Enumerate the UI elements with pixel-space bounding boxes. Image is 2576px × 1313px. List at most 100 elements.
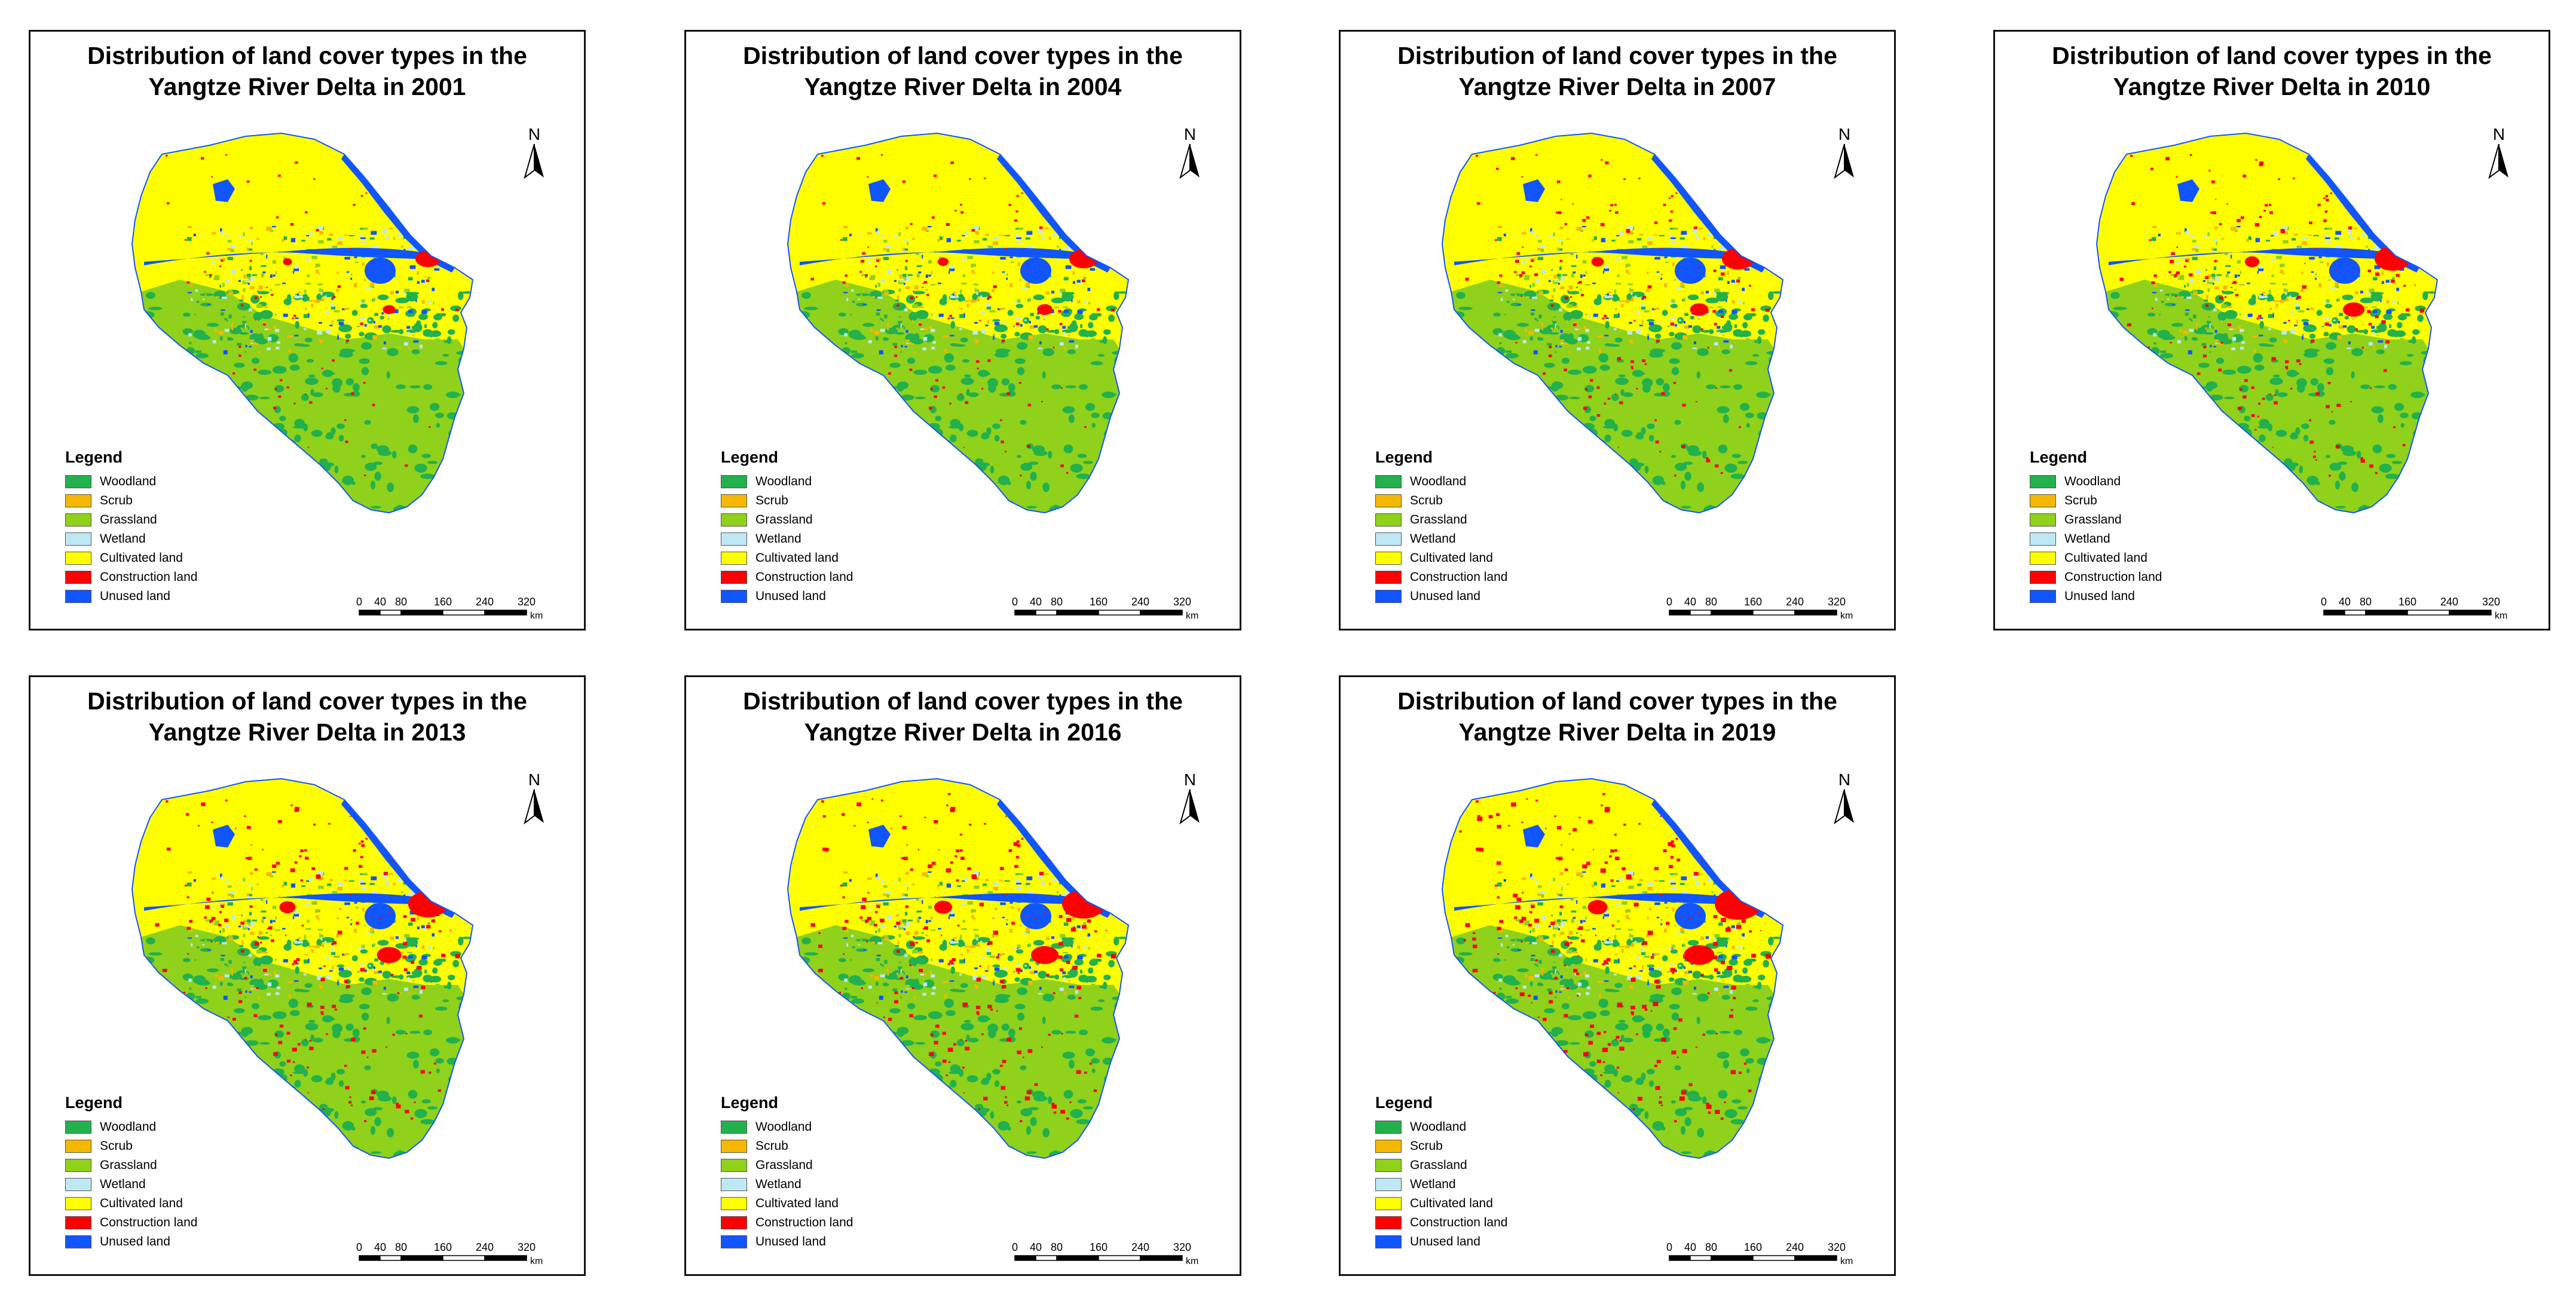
map-title: Distribution of land cover types in the Y… xyxy=(686,40,1240,102)
scale-segment xyxy=(1035,610,1057,616)
scale-tick-label: 0 xyxy=(1012,1241,1018,1253)
scale-tick-label: 80 xyxy=(1051,596,1063,608)
coastline xyxy=(131,132,474,514)
scale-bar: 0 40 80 160 240 320 km xyxy=(2321,596,2507,621)
map-panel-2001: Distribution of land cover types in the Y… xyxy=(29,30,586,631)
scale-bar: 0 40 80 160 240 320 km xyxy=(356,596,543,621)
scale-tick-label: 160 xyxy=(1090,1241,1108,1253)
legend-label: Scrub xyxy=(100,494,133,507)
legend-swatch xyxy=(721,590,747,603)
legend-item: Unused land xyxy=(721,1232,853,1251)
legend-label: Grassland xyxy=(100,1158,157,1172)
scale-unit: km xyxy=(1840,1256,1853,1265)
land-cover-map xyxy=(1441,778,1784,1159)
scale-tick-label: 0 xyxy=(1666,596,1672,608)
legend-item: Woodland xyxy=(65,472,197,491)
scale-bar: 0 40 80 160 240 320 km xyxy=(1666,1241,1853,1266)
scale-segment xyxy=(2365,610,2408,616)
scale-segment xyxy=(1035,1255,1057,1261)
scale-unit: km xyxy=(2495,611,2507,620)
land-cover-map xyxy=(1441,132,1784,514)
legend-label: Scrub xyxy=(1410,1139,1443,1153)
scale-tick-label: 160 xyxy=(434,1241,452,1253)
legend-label: Wetland xyxy=(1410,1177,1456,1191)
scale-tick-label: 160 xyxy=(1744,1241,1762,1253)
legend-item: Unused land xyxy=(65,1232,197,1251)
scale-segment xyxy=(380,1255,402,1261)
scale-tick-label: 0 xyxy=(1012,596,1018,608)
legend-item: Grassland xyxy=(1375,510,1507,530)
legend-label: Scrub xyxy=(1410,494,1443,507)
legend-label: Woodland xyxy=(1410,475,1467,488)
scale-unit: km xyxy=(1186,611,1198,620)
legend-swatch xyxy=(65,1121,91,1134)
scale-segment xyxy=(1690,1255,1712,1261)
coastline xyxy=(787,132,1130,514)
scale-tick-label: 80 xyxy=(1051,1241,1063,1253)
legend-label: Woodland xyxy=(1410,1120,1467,1134)
legend-item: Grassland xyxy=(721,1156,853,1175)
map-title-line2: Yangtze River Delta in 2019 xyxy=(1458,718,1776,746)
north-arrow-icon xyxy=(1834,143,1854,179)
map-panel-2007: Distribution of land cover types in the Y… xyxy=(1339,30,1896,631)
legend-item: Unused land xyxy=(1375,1232,1507,1251)
legend-label: Cultivated land xyxy=(755,551,839,565)
legend-item: Scrub xyxy=(65,491,197,510)
scale-tick-label: 40 xyxy=(2339,596,2351,608)
legend-label: Unused land xyxy=(100,589,170,603)
map-title-line2: Yangtze River Delta in 2010 xyxy=(2113,73,2431,100)
scale-segment xyxy=(1752,610,1795,616)
legend-swatch xyxy=(65,1159,91,1172)
scale-bar: 0 40 80 160 240 320 km xyxy=(1666,596,1853,621)
legend-swatch xyxy=(721,571,747,584)
legend-label: Unused land xyxy=(1410,1235,1480,1248)
scale-bar: 0 40 80 160 240 320 km xyxy=(1012,596,1198,621)
legend-swatch xyxy=(1375,1197,1402,1210)
map-title: Distribution of land cover types in the Y… xyxy=(30,685,584,748)
land-cover-map xyxy=(787,132,1130,514)
land-cover-map xyxy=(2095,132,2439,514)
scale-segment xyxy=(1711,1255,1754,1261)
scale-unit: km xyxy=(1186,1256,1198,1265)
legend-label: Construction land xyxy=(100,570,198,584)
scale-tick-label: 240 xyxy=(1786,1241,1804,1253)
legend-swatch xyxy=(65,552,91,565)
scale-tick-label: 320 xyxy=(1173,1241,1191,1253)
legend-label: Woodland xyxy=(2064,475,2121,488)
map-title: Distribution of land cover types in the Y… xyxy=(1341,685,1894,748)
legend-swatch xyxy=(65,1216,91,1229)
legend-label: Unused land xyxy=(2064,589,2135,603)
legend: Legend Woodland Scrub Grassland Wetland Culti… xyxy=(721,1092,853,1251)
scale-segment xyxy=(484,1255,527,1261)
scale-segment xyxy=(1794,1255,1837,1261)
legend-item: Scrub xyxy=(721,1137,853,1156)
north-label: N xyxy=(2492,125,2505,143)
mixed-land-patches xyxy=(2151,226,2407,354)
legend-item: Woodland xyxy=(1375,1118,1507,1137)
legend-label: Wetland xyxy=(100,532,146,546)
north-arrow-icon xyxy=(1179,789,1200,825)
scale-segment xyxy=(359,1255,381,1261)
legend-label: Unused land xyxy=(755,589,826,603)
scale-segment xyxy=(1669,610,1691,616)
north-arrow-icon xyxy=(524,143,544,179)
legend-swatch xyxy=(721,1216,747,1229)
scale-segment xyxy=(400,610,443,616)
legend-item: Cultivated land xyxy=(721,1194,853,1213)
legend-swatch xyxy=(721,1140,747,1153)
legend-swatch xyxy=(65,571,91,584)
scale-tick-label: 40 xyxy=(374,596,386,608)
legend-swatch xyxy=(721,532,747,546)
legend-label: Construction land xyxy=(100,1216,198,1229)
legend: Legend Woodland Scrub Grassland Wetland Culti… xyxy=(1375,447,1507,606)
legend-label: Wetland xyxy=(1410,532,1456,546)
scale-bar: 0 40 80 160 240 320 km xyxy=(356,1241,543,1266)
north-label: N xyxy=(1183,125,1197,143)
legend-title: Legend xyxy=(721,448,779,466)
north-arrow-icon xyxy=(2488,143,2508,179)
legend-label: Construction land xyxy=(1410,1216,1508,1229)
legend-item: Woodland xyxy=(65,1118,197,1137)
scale-tick-label: 240 xyxy=(1131,596,1149,608)
legend-label: Unused land xyxy=(755,1235,826,1248)
scale-tick-label: 0 xyxy=(1666,1241,1672,1253)
